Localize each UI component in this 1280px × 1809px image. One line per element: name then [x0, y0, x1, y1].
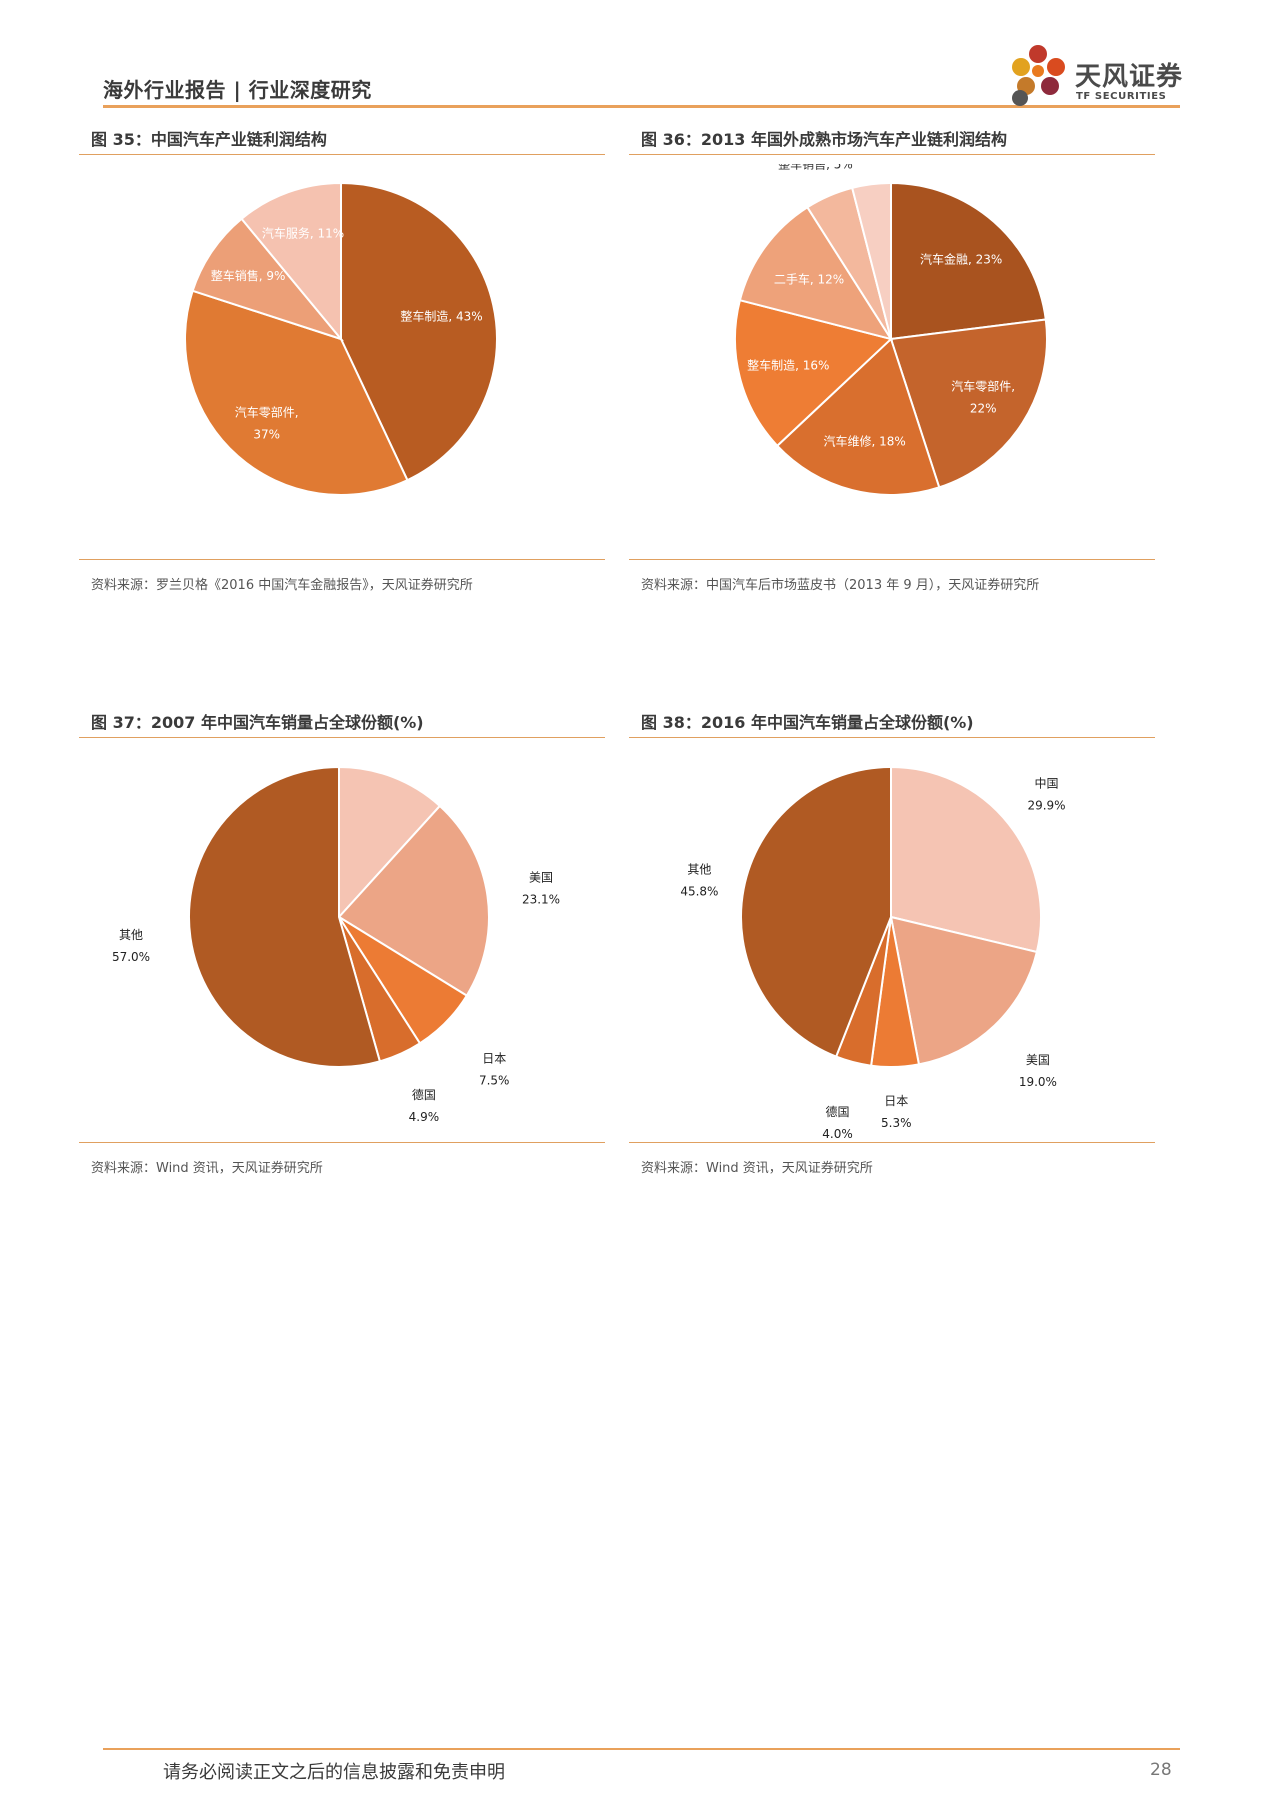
- figure-source: 资料来源：Wind 资讯，天风证券研究所: [91, 1161, 323, 1176]
- pie-slice-label: 汽车零部件, 37%: [235, 404, 299, 441]
- figure-source-rule: [629, 1142, 1155, 1143]
- pie-slice: [738, 205, 894, 341]
- pie-slice-label: 其他 57.0%: [112, 928, 150, 964]
- pie-slice: [184, 289, 409, 496]
- figure-source-rule: [79, 1142, 605, 1143]
- page-number: 28: [1150, 1760, 1172, 1780]
- pie-slice: [775, 337, 941, 496]
- figure-37: 图 37：2007 年中国汽车销量占全球份额(%) 中国12.3% 美国23.1%…: [79, 709, 605, 1179]
- figure-source: 资料来源：Wind 资讯，天风证券研究所: [641, 1161, 873, 1176]
- figure-title: 图 37：2007 年中国汽车销量占全球份额(%): [91, 713, 424, 732]
- figure-source: 资料来源：罗兰贝格《2016 中国汽车金融报告》，天风证券研究所: [91, 578, 473, 593]
- pie-slice-label: 汽车零部件, 22%: [951, 379, 1015, 416]
- pie-chart-global-share-2016: 中国 29.9% 美国 19.0% 日本 5.3% 德国 4.0% 其他 45.8%: [680, 765, 1066, 1141]
- pie-slice: [740, 765, 892, 1058]
- figure-title-rule: [629, 737, 1155, 738]
- pie-chart-profit-structure-china: 整车制造, 43% 汽车零部件, 37% 整车销售, 9% 汽车服务, 11%: [184, 181, 498, 496]
- pie-slice: [338, 765, 442, 920]
- figure-36: 图 36：2013 年国外成熟市场汽车产业链利润结构 汽车金融, 23% 汽车零部…: [629, 126, 1155, 596]
- pie-slice-label: 美国 23.1%: [522, 870, 560, 906]
- figure-title: 图 35：中国汽车产业链利润结构: [91, 130, 327, 149]
- pie-slice: [850, 181, 892, 340]
- report-header-title: 海外行业报告 | 行业深度研究: [103, 78, 372, 102]
- figure-title-rule: [629, 154, 1155, 155]
- pie-slice-label: 日本 5.3%: [881, 1094, 912, 1130]
- pie-slice-label: 美国 19.0%: [1019, 1053, 1057, 1089]
- figure-source-rule: [629, 559, 1155, 560]
- pie-slice: [890, 765, 1042, 954]
- footer-divider: [103, 1748, 1180, 1750]
- pie-slice: [337, 804, 490, 997]
- figure-title-rule: [79, 154, 605, 155]
- pie-slice-label: 德国 4.9%: [409, 1087, 440, 1124]
- figure-source: 资料来源：中国汽车后市场蓝皮书（2013 年 9 月），天风证券研究所: [641, 578, 1040, 593]
- figure-source-rule: [79, 559, 605, 560]
- figure-35: 图 35：中国汽车产业链利润结构 整车制造, 43% 汽车零部件, 37% 整车销售,…: [79, 126, 605, 596]
- pie-slice-label: 整车销售, 9%: [211, 268, 286, 283]
- pie-slice: [240, 181, 342, 342]
- pie-slice: [340, 181, 498, 482]
- pie-slice-label: 汽车维修, 18%: [823, 434, 905, 449]
- pie-slice-label: 日本 7.5%: [479, 1051, 510, 1087]
- pie-slice: [890, 181, 1047, 341]
- pie-slice: [733, 298, 894, 448]
- pie-slice-label: 中国 29.9%: [1027, 775, 1065, 812]
- flower-logo-icon: [1012, 45, 1065, 106]
- pie-slice-label: 中国12.3%: [392, 747, 430, 748]
- pie-slice-label: 二手车, 12%: [774, 271, 844, 286]
- pie-slice: [188, 765, 382, 1068]
- logo-english-name: TF SECURITIES: [1076, 91, 1167, 102]
- pie-slice-label: 整车制造, 16%: [747, 357, 829, 372]
- header-divider: [103, 105, 1180, 108]
- pie-slice: [191, 217, 344, 342]
- pie-chart-profit-structure-overseas: 汽车金融, 23% 汽车零部件, 22% 汽车维修, 18% 整车制造, 16% 二手车,…: [733, 164, 1048, 496]
- pie-slice-label: 汽车服务, 11%: [262, 225, 344, 240]
- pie-slice: [889, 915, 1039, 1066]
- pie-slice-label: 整车制造, 43%: [400, 309, 482, 324]
- pie-slice-label: 德国 4.0%: [822, 1104, 853, 1141]
- pie-slice-label: 汽车金融, 23%: [920, 251, 1002, 266]
- figure-title: 图 36：2013 年国外成熟市场汽车产业链利润结构: [641, 130, 1007, 149]
- figure-title-rule: [79, 737, 605, 738]
- figure-title: 图 38：2016 年中国汽车销量占全球份额(%): [641, 713, 974, 732]
- pie-slice-label: 其他 45.8%: [680, 863, 718, 899]
- company-logo: 天风证券 TF SECURITIES: [1008, 40, 1183, 110]
- footer-disclaimer: 请务必阅读正文之后的信息披露和免责申明: [163, 1762, 505, 1783]
- logo-chinese-name: 天风证券: [1075, 62, 1184, 92]
- pie-slice-label: 整车销售, 5%: [778, 164, 853, 171]
- pie-slice: [889, 318, 1048, 489]
- figure-38: 图 38：2016 年中国汽车销量占全球份额(%) 中国 29.9% 美国 19.0%…: [629, 709, 1155, 1179]
